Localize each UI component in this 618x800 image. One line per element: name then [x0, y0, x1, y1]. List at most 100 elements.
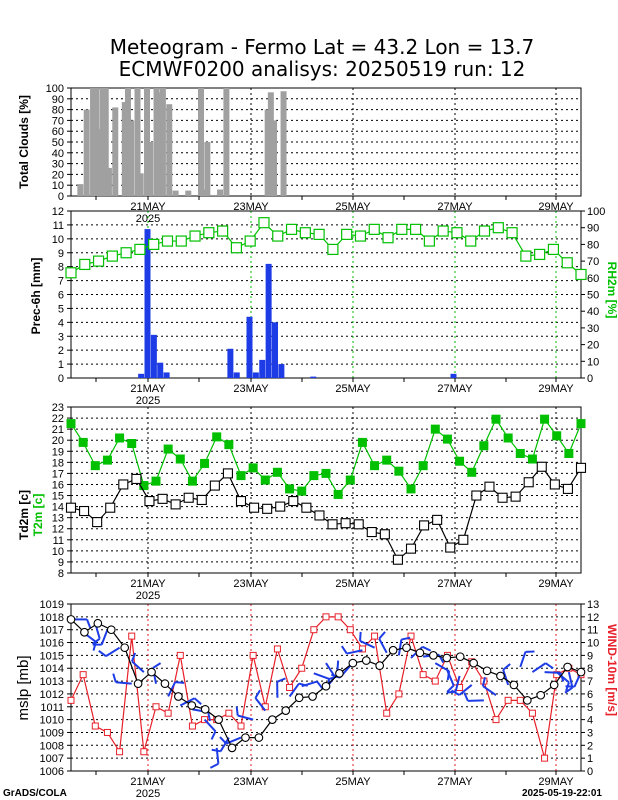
mslp-marker — [482, 666, 492, 676]
mslp-marker — [174, 692, 183, 701]
y-tick-label: 11 — [53, 220, 64, 232]
t2m-marker — [515, 448, 525, 458]
y-tick-label: 12 — [52, 524, 64, 536]
cloud-bar — [223, 88, 230, 196]
precip-bar — [227, 348, 234, 378]
cloud-bar — [105, 167, 112, 196]
mslp-marker — [254, 733, 264, 742]
y-tick-label: 1011 — [40, 702, 64, 714]
footer-right: 2025-05-19-22:01 — [522, 788, 602, 799]
wind-marker — [128, 632, 136, 640]
cloud-bar — [267, 92, 274, 196]
y-tick-label: 100 — [46, 83, 64, 95]
wind-marker — [395, 690, 403, 698]
wind-axis-label: WIND-10m [m/s] — [605, 624, 618, 716]
precip-rh-panel: 01234567891011120102030405060708090100Pr… — [29, 206, 618, 407]
cloud-bar — [159, 88, 166, 196]
mslp-marker — [308, 692, 317, 701]
td2m-marker — [405, 543, 417, 554]
y2-tick-label: 9 — [587, 650, 593, 662]
wind-barb-flag — [209, 762, 219, 769]
td2m-marker — [105, 502, 116, 513]
mslp-marker — [335, 669, 344, 678]
t2m-marker — [503, 433, 513, 443]
t2m-marker — [224, 440, 234, 450]
y2-tick-label: 70 — [587, 256, 599, 268]
rh-marker — [327, 243, 339, 256]
y-tick-label: 7 — [58, 276, 64, 288]
rh-marker — [272, 230, 284, 242]
rh-marker — [520, 250, 532, 262]
t2m-marker — [127, 439, 137, 449]
rh-marker — [492, 222, 504, 234]
td2m-marker — [314, 510, 325, 521]
t2m-marker — [260, 475, 270, 485]
td2m-marker — [144, 496, 155, 507]
wind-barb — [502, 669, 510, 686]
t2m-marker — [309, 471, 319, 481]
mslp-marker — [563, 662, 572, 672]
td2m-marker — [340, 518, 351, 529]
mslp-marker — [241, 733, 250, 742]
td2m-marker — [275, 501, 286, 512]
wind-barb-flag — [276, 677, 286, 683]
wind-marker — [225, 709, 233, 717]
x-tick-label: 23MAY — [233, 578, 269, 590]
wind-marker — [504, 696, 512, 704]
wind-barb — [301, 680, 318, 688]
mslp-marker — [455, 652, 465, 662]
rh-marker — [561, 257, 573, 269]
precip-bar — [310, 376, 317, 378]
t2m-marker — [285, 484, 295, 494]
rh-marker — [285, 223, 298, 235]
mslp-marker — [549, 680, 559, 690]
rh-marker — [313, 228, 325, 240]
wind-barb-flag — [210, 730, 217, 740]
cloud-bar — [112, 107, 119, 196]
cloud-bar — [185, 190, 192, 196]
t2m-marker — [406, 484, 416, 494]
t2m-marker — [552, 431, 562, 441]
wind-barb — [519, 651, 527, 668]
year-label: 2025 — [136, 590, 160, 602]
wind-barb — [482, 685, 497, 697]
t2m-marker — [467, 467, 477, 477]
t2m-marker — [297, 486, 307, 496]
precip-bar — [259, 359, 266, 378]
mslp-marker — [522, 695, 532, 705]
wind-barb-flag — [92, 641, 97, 651]
wind-marker — [164, 709, 172, 717]
td2m-line — [70, 465, 582, 561]
wind-barb-flag — [207, 711, 211, 722]
x-tick-label: 25MAY — [335, 383, 371, 395]
y-tick-label: 12 — [52, 206, 64, 218]
t2m-marker — [370, 461, 380, 471]
wind-marker — [67, 696, 75, 704]
cloud-bar — [137, 173, 144, 196]
y-tick-label: 1 — [58, 359, 64, 371]
mslp-marker — [429, 651, 438, 660]
wind-barb-flag — [175, 681, 185, 684]
wind-marker — [91, 722, 99, 730]
wind-marker — [116, 748, 124, 756]
cloud-bar — [83, 109, 90, 196]
wind-barb — [454, 675, 461, 692]
wind-barb-flag — [564, 686, 574, 694]
cloud-bar — [217, 189, 224, 196]
plot-frame — [70, 87, 582, 197]
y2-tick-label: 13 — [587, 599, 599, 611]
rh-marker — [451, 227, 463, 239]
precip-bar — [246, 316, 253, 378]
rh-marker — [189, 230, 201, 242]
wind-barb-flag — [112, 673, 117, 683]
wind-marker — [407, 632, 415, 640]
x-tick-label: 21MAY — [130, 578, 166, 590]
t2m-marker — [418, 461, 428, 471]
t2m-marker — [187, 476, 197, 486]
y-tick-label: 2 — [58, 345, 64, 357]
td2m-marker — [79, 505, 90, 517]
precip-bar — [163, 372, 170, 378]
td2m-marker — [392, 554, 403, 565]
rh-marker — [120, 247, 132, 259]
